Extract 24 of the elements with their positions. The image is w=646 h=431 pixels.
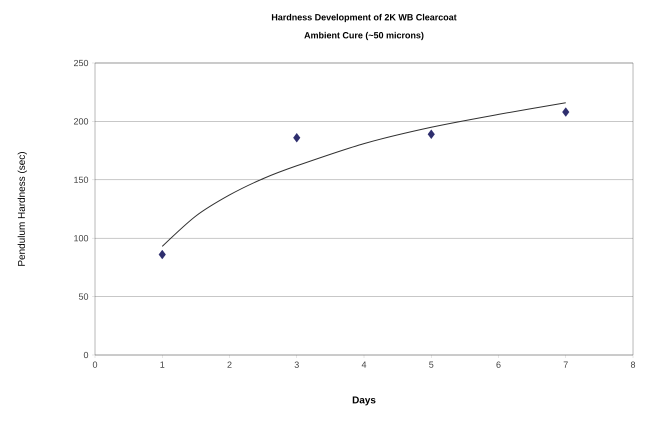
x-tick-label: 4 <box>362 362 366 368</box>
y-tick-label: 0 <box>84 352 88 358</box>
x-tick-label: 0 <box>92 362 98 368</box>
y-tick-label: 50 <box>78 293 88 300</box>
point <box>428 130 435 139</box>
chart-subtitle: Ambient Cure (~50 microns) <box>304 32 424 40</box>
y-tick-label: 250 <box>74 60 88 66</box>
x-tick-label: 7 <box>564 362 568 368</box>
point <box>293 133 300 142</box>
x-tick-label: 2 <box>227 362 232 368</box>
y-tick-label: 200 <box>74 118 88 125</box>
x-tick-label: 5 <box>429 362 434 368</box>
point <box>562 107 570 117</box>
chart-title: Hardness Development of 2K WB Clearcoat <box>272 14 457 22</box>
x-tick-label: 1 <box>160 362 164 368</box>
y-axis-title: Pendulum Hardness (sec) <box>18 152 27 266</box>
x-axis-title: Days <box>352 396 376 406</box>
x-tick-label: 6 <box>496 362 501 368</box>
x-tick-label: 3 <box>294 362 299 368</box>
x-tick-label: 8 <box>630 362 636 368</box>
point <box>158 250 166 260</box>
y-tick-label: 100 <box>74 235 88 242</box>
line-series <box>162 102 566 247</box>
y-tick-label: 150 <box>74 176 88 183</box>
